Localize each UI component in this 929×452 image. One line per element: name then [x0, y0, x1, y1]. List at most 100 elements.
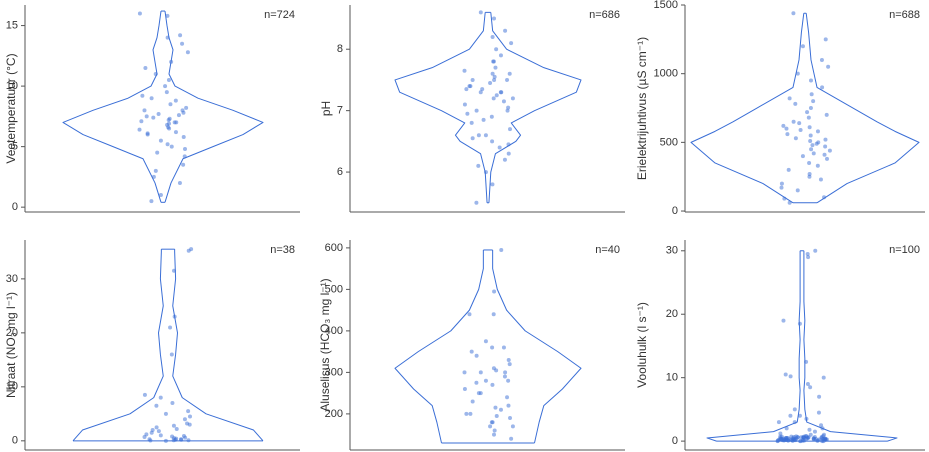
data-point	[483, 133, 488, 138]
data-point	[807, 427, 812, 432]
data-point	[819, 423, 824, 428]
violin-right	[803, 250, 898, 442]
data-point	[491, 96, 496, 101]
data-point	[178, 437, 183, 442]
data-point	[785, 132, 790, 137]
y-tick-label: 10	[6, 381, 18, 393]
data-point	[783, 435, 788, 440]
data-point	[151, 174, 156, 179]
violin-right	[805, 13, 920, 204]
data-point	[462, 68, 467, 73]
data-point	[781, 123, 786, 128]
data-point	[795, 188, 800, 193]
y-axis-label: Aluselisus (HCO₃ mg l⁻¹)	[318, 278, 332, 411]
y-axis-label: pH	[319, 101, 333, 116]
data-point	[169, 144, 174, 149]
data-point	[497, 145, 502, 150]
data-point	[488, 81, 493, 86]
data-point	[171, 423, 176, 428]
data-point	[808, 138, 813, 143]
y-tick-label: 300	[325, 366, 343, 378]
data-point	[164, 90, 169, 95]
data-point	[156, 429, 161, 434]
data-point	[808, 106, 813, 111]
data-point	[776, 420, 781, 425]
data-point	[142, 435, 147, 440]
data-point	[806, 255, 811, 260]
data-point	[798, 127, 803, 132]
panel: 0 5 10 15 Veetemperatuur (°C) n=724	[4, 5, 300, 213]
data-point	[468, 84, 473, 89]
data-point	[491, 312, 496, 317]
y-tick-label: 5	[12, 141, 18, 153]
data-point	[490, 182, 495, 187]
sample-size: n=40	[595, 244, 620, 256]
data-point	[508, 416, 513, 421]
data-point	[174, 426, 179, 431]
data-point	[470, 136, 475, 141]
data-point	[822, 195, 827, 200]
data-point	[478, 90, 483, 95]
data-point	[792, 407, 797, 412]
data-point	[140, 93, 145, 98]
data-point	[163, 411, 168, 416]
data-point	[791, 11, 796, 16]
data-point	[783, 372, 788, 377]
data-point	[818, 177, 823, 182]
panel: 200 300 400 500 600 Aluselisus (HCO₃ mg l⁻¹) n…	[318, 240, 625, 451]
data-point	[506, 403, 511, 408]
data-point	[469, 120, 474, 125]
data-point	[490, 71, 495, 76]
y-tick-label: 10	[666, 372, 678, 384]
data-point	[780, 438, 785, 443]
data-point	[778, 434, 783, 439]
data-point	[170, 434, 175, 439]
data-point	[813, 248, 818, 253]
data-point	[172, 120, 177, 125]
violin-right	[172, 249, 264, 442]
data-point	[142, 108, 147, 113]
y-tick-label: 6	[337, 166, 343, 178]
data-point	[503, 370, 508, 375]
data-point	[153, 168, 158, 173]
data-point	[817, 394, 822, 399]
data-point	[510, 96, 515, 101]
data-point	[506, 378, 511, 383]
data-point	[490, 139, 495, 144]
data-point	[821, 375, 826, 380]
data-point	[163, 438, 168, 443]
data-point	[483, 170, 488, 175]
data-point	[501, 345, 506, 350]
data-point	[462, 102, 467, 107]
data-point	[469, 349, 474, 354]
data-point	[823, 137, 828, 142]
data-point	[815, 163, 820, 168]
violin-left	[72, 249, 164, 442]
sample-size: n=686	[589, 9, 620, 21]
sample-size: n=100	[889, 244, 920, 256]
data-point	[476, 391, 481, 396]
data-point	[470, 399, 475, 404]
data-point	[505, 77, 510, 82]
data-point	[788, 374, 793, 379]
data-point	[502, 157, 507, 162]
data-point	[510, 424, 515, 429]
data-point	[177, 180, 182, 185]
data-point	[795, 71, 800, 76]
data-point	[155, 150, 160, 155]
data-point	[180, 41, 185, 46]
data-point	[827, 148, 832, 153]
data-point	[156, 111, 161, 116]
data-point	[494, 93, 499, 98]
data-point	[476, 133, 481, 138]
violin-left	[62, 10, 162, 203]
y-tick-label: 8	[337, 43, 343, 55]
data-point	[173, 437, 178, 442]
data-point	[791, 119, 796, 124]
data-point	[823, 144, 828, 149]
data-point	[478, 370, 483, 375]
data-point	[826, 64, 831, 69]
y-axis-label: Nitraat (NO₃ mg l⁻¹)	[4, 292, 18, 398]
violin-left	[706, 250, 801, 442]
data-point	[782, 196, 787, 201]
